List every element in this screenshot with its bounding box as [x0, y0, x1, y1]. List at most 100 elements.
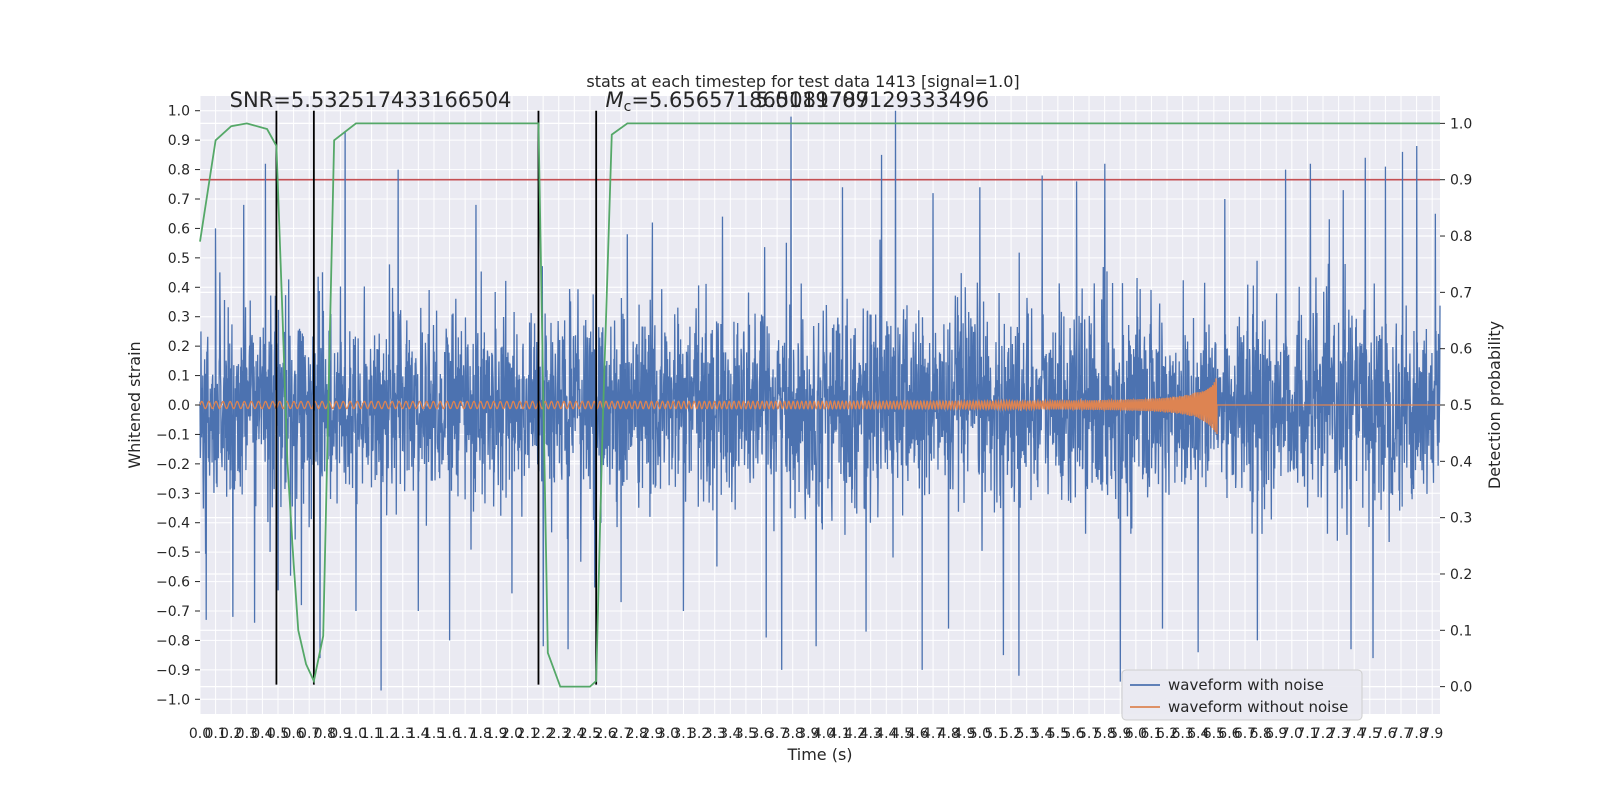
y-tick-label: −1.0 [156, 692, 190, 708]
x-tick-label: 0.4 [251, 726, 273, 742]
y-tick-label: 0.5 [168, 251, 190, 267]
x-tick-label: 5.6 [1062, 726, 1084, 742]
x-tick-label: 4.5 [891, 726, 913, 742]
y-tick-label: −0.3 [156, 486, 190, 502]
x-tick-label: 3.1 [672, 726, 694, 742]
x-ticks: 0.00.10.20.30.40.50.60.70.80.91.01.11.21… [189, 726, 1443, 742]
x-tick-label: 3.6 [750, 726, 772, 742]
x-tick-label: 2.4 [563, 726, 585, 742]
x-tick-label: 5.8 [1094, 726, 1116, 742]
x-tick-label: 4.1 [828, 726, 850, 742]
x-tick-label: 1.1 [360, 726, 382, 742]
x-tick-label: 2.2 [532, 726, 554, 742]
series-detection-probability [199, 122, 1440, 688]
x-tick-label: 2.1 [516, 726, 538, 742]
legend: waveform with noise waveform without nois… [1121, 669, 1363, 721]
annotation-text: Mc=5.656571865081787 [606, 88, 870, 115]
x-tick-label: 4.3 [860, 726, 882, 742]
x-tick-label: 7.5 [1359, 726, 1381, 742]
x-tick-label: 7.6 [1374, 726, 1396, 742]
x-tick-label: 0.7 [298, 726, 320, 742]
y-tick-label: 0.8 [168, 163, 190, 179]
y-tick-label: −0.7 [156, 604, 190, 620]
y2-tick-label: 0.9 [1450, 173, 1472, 189]
x-tick-label: 1.7 [454, 726, 476, 742]
x-tick-label: 7.0 [1281, 726, 1303, 742]
x-tick-label: 2.5 [579, 726, 601, 742]
y-tick-label: 0.3 [168, 310, 190, 326]
x-tick-label: 7.3 [1327, 726, 1349, 742]
x-tick-label: 6.8 [1249, 726, 1271, 742]
x-tick-label: 3.7 [766, 726, 788, 742]
x-tick-label: 2.3 [548, 726, 570, 742]
x-tick-label: 3.2 [688, 726, 710, 742]
x-tick-label: 5.3 [1016, 726, 1038, 742]
x-tick-label: 4.0 [813, 726, 835, 742]
x-tick-label: 1.3 [392, 726, 414, 742]
x-tick-label: 7.1 [1296, 726, 1318, 742]
y2-tick-label: 0.6 [1450, 342, 1472, 358]
x-tick-label: 2.8 [626, 726, 648, 742]
x-tick-label: 5.5 [1047, 726, 1069, 742]
x-tick-label: 0.8 [314, 726, 336, 742]
x-tick-label: 0.2 [220, 726, 242, 742]
y-tick-label: 0.7 [168, 192, 190, 208]
x-tick-label: 5.2 [1000, 726, 1022, 742]
y-axis-label: Whitened strain [125, 341, 144, 468]
legend-label: waveform without noise [1168, 698, 1348, 716]
y-ticks: −1.0 −0.9 −0.8 −0.7 −0.6 −0.5 −0.4 −0.3 −0.2 −0.1… [156, 104, 200, 708]
x-tick-label: 3.3 [704, 726, 726, 742]
x-tick-label: 0.5 [267, 726, 289, 742]
x-tick-label: 1.6 [438, 726, 460, 742]
x-axis-label: Time (s) [786, 745, 852, 764]
x-tick-label: 0.9 [329, 726, 351, 742]
x-tick-label: 5.9 [1109, 726, 1131, 742]
x-tick-label: 6.0 [1125, 726, 1147, 742]
y-tick-label: −0.5 [156, 545, 190, 561]
x-tick-label: 4.2 [844, 726, 866, 742]
x-tick-label: 3.9 [797, 726, 819, 742]
x-tick-label: 1.4 [407, 726, 429, 742]
y-tick-label: −0.9 [156, 663, 190, 679]
x-tick-label: 7.4 [1343, 726, 1365, 742]
y-tick-label: −0.8 [156, 633, 190, 649]
x-tick-label: 0.6 [282, 726, 304, 742]
x-tick-label: 6.9 [1265, 726, 1287, 742]
y2-tick-label: 0.3 [1450, 511, 1472, 527]
x-tick-label: 1.8 [470, 726, 492, 742]
annotation-text: 5.0119709129333496 [755, 88, 989, 112]
x-tick-label: 1.5 [423, 726, 445, 742]
x-tick-label: 1.9 [485, 726, 507, 742]
x-tick-label: 0.1 [204, 726, 226, 742]
x-tick-label: 2.0 [501, 726, 523, 742]
x-tick-label: 2.9 [641, 726, 663, 742]
y-tick-label: −0.4 [156, 516, 190, 532]
series-waveform-without-noise [199, 378, 1440, 435]
x-tick-label: 2.6 [594, 726, 616, 742]
y-tick-label: −0.1 [156, 427, 190, 443]
x-tick-label: 6.6 [1218, 726, 1240, 742]
x-tick-label: 5.0 [969, 726, 991, 742]
probability-layer [199, 122, 1440, 688]
y-tick-label: 0.6 [168, 221, 190, 237]
x-tick-label: 5.1 [984, 726, 1006, 742]
y2-tick-label: 0.8 [1450, 229, 1472, 245]
y2-tick-label: 1.0 [1450, 116, 1472, 132]
x-tick-label: 4.6 [906, 726, 928, 742]
legend-box [1121, 669, 1363, 721]
series-layer [199, 110, 1441, 691]
y2-tick-label: 0.1 [1450, 623, 1472, 639]
y-tick-label: 0.1 [168, 369, 190, 385]
chart-title: stats at each timestep for test data 141… [586, 72, 1019, 91]
x-tick-label: 4.4 [875, 726, 897, 742]
x-tick-label: 6.2 [1156, 726, 1178, 742]
x-tick-label: 6.5 [1203, 726, 1225, 742]
y-tick-label: 0.0 [168, 398, 190, 414]
annotations: SNR=5.532517433166504 Mc=5.65657186508178… [230, 88, 989, 115]
y2-tick-label: 0.0 [1450, 680, 1472, 696]
y-tick-label: 0.9 [168, 133, 190, 149]
y2-tick-label: 0.7 [1450, 285, 1472, 301]
annotation-text: SNR=5.532517433166504 [230, 88, 512, 112]
x-tick-label: 6.4 [1187, 726, 1209, 742]
